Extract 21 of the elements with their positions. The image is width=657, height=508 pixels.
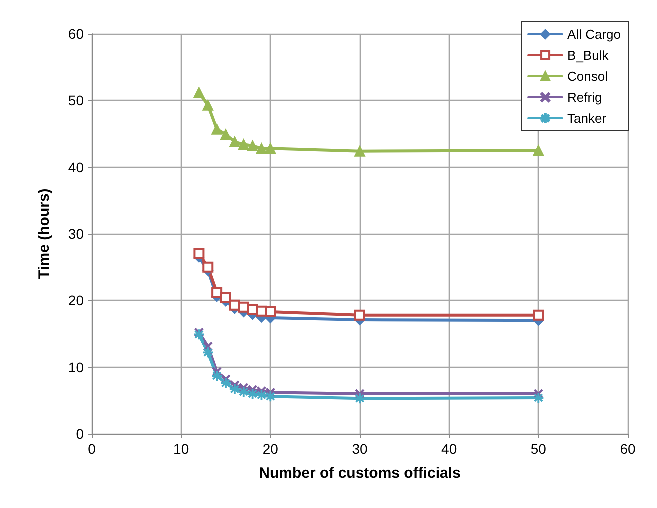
x-axis-title: Number of customs officials [259, 465, 461, 482]
y-tick-label: 10 [68, 359, 84, 376]
legend-label: Tanker [568, 111, 608, 126]
y-tick-label: 40 [68, 159, 84, 176]
y-tick-label: 30 [68, 226, 84, 242]
y-tick-label: 20 [68, 292, 84, 309]
x-tick-label: 0 [88, 441, 96, 457]
x-tick-label: 60 [620, 441, 636, 457]
legend-label: All Cargo [568, 27, 621, 42]
x-tick-label: 20 [262, 441, 279, 457]
y-tick-label: 60 [68, 26, 84, 42]
x-tick-label: 40 [442, 441, 458, 457]
x-tick-label: 50 [530, 441, 547, 457]
y-tick-label: 0 [76, 426, 84, 442]
x-tick-label: 30 [352, 441, 368, 457]
legend-label: Consol [568, 69, 608, 84]
legend-label: B_Bulk [568, 48, 610, 63]
y-axis-title: Time (hours) [36, 188, 53, 280]
y-tick-label: 50 [68, 92, 84, 109]
legend-label: Refrig [568, 90, 602, 105]
x-tick-label: 10 [174, 441, 190, 457]
